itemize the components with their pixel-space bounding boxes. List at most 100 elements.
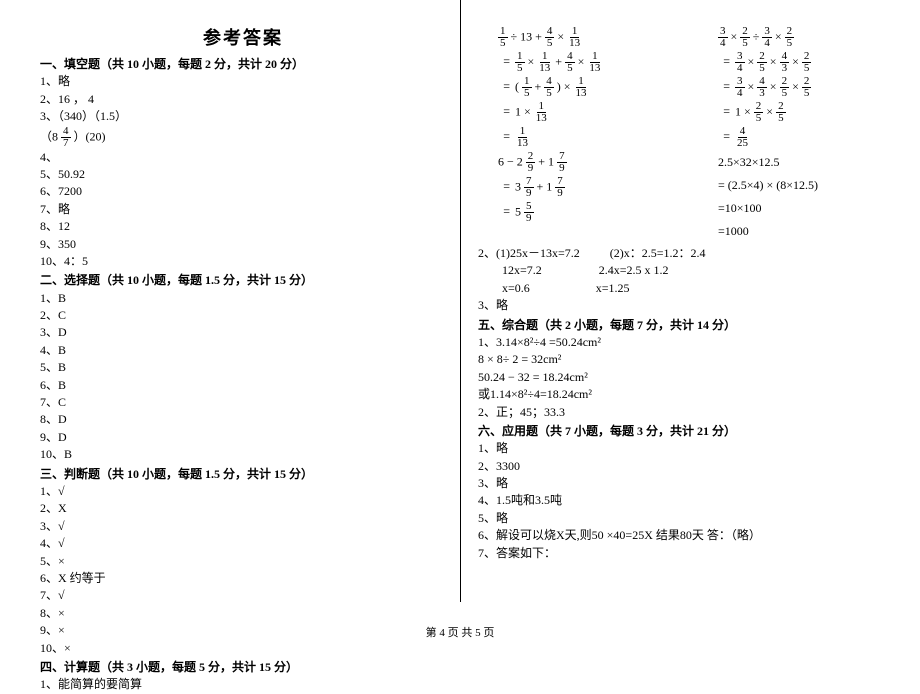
s3-a3: 3、√	[40, 518, 446, 535]
mL1: = 15 × 113 + 45 × 113	[498, 51, 718, 74]
section-2-head: 二、选择题（共 10 小题，每题 1.5 分，共计 15 分）	[40, 272, 446, 289]
fraction-icon: 25	[757, 51, 767, 74]
mRg1: = (2.5×4) × (8×12.5)	[718, 178, 818, 193]
mL4: = 113	[498, 126, 718, 149]
s2-a2: 2、C	[40, 307, 446, 324]
s6-a4: 4、1.5吨和3.5吨	[478, 492, 880, 509]
fraction-icon: 113	[567, 26, 582, 49]
mR3: = 1 × 25 × 25	[718, 101, 818, 124]
fraction-icon: 43	[757, 76, 767, 99]
s1-a6: 6、7200	[40, 183, 446, 200]
math-col-left: 15 ÷ 13 + 45 × 113 = 15 × 113 + 45 ×	[478, 24, 718, 226]
s5-l2: 8 × 8÷ 2 = 32cm²	[478, 351, 880, 368]
fraction-icon: 34	[735, 51, 745, 74]
fraction-icon: 34	[718, 26, 728, 49]
s3-a7: 7、√	[40, 587, 446, 604]
s2-a5: 5、B	[40, 359, 446, 376]
s4b-l2: 12x=7.2 2.4x=2.5 x 1.2	[478, 262, 880, 279]
fraction-icon: 29	[526, 151, 536, 174]
s1-a4pre: 4、	[40, 149, 446, 166]
fraction-icon: 25	[802, 51, 812, 74]
page: 参考答案 一、填空题（共 10 小题，每题 2 分，共计 20 分） 1、略 2…	[0, 0, 920, 650]
left-column: 参考答案 一、填空题（共 10 小题，每题 2 分，共计 20 分） 1、略 2…	[40, 24, 460, 694]
section-1-head: 一、填空题（共 10 小题，每题 2 分，共计 20 分）	[40, 56, 446, 73]
s1-a2: 2、16 ， 4	[40, 91, 446, 108]
math-col-right: 34 × 25 ÷ 34 × 25 = 34 × 25 ×	[718, 24, 818, 241]
s2-a7: 7、C	[40, 394, 446, 411]
right-column: 15 ÷ 13 + 45 × 113 = 15 × 113 + 45 ×	[460, 24, 880, 694]
s4b-l1: 2、(1)25x－13x=7.2 (2)x：2.5=1.2：2.4	[478, 245, 880, 262]
s3-a4: 4、√	[40, 535, 446, 552]
s1-a4-open: （8	[40, 129, 58, 143]
columns: 参考答案 一、填空题（共 10 小题，每题 2 分，共计 20 分） 1、略 2…	[40, 24, 880, 694]
section-6-head: 六、应用题（共 7 小题，每题 3 分，共计 21 分）	[478, 423, 880, 440]
fraction-icon: 79	[524, 176, 534, 199]
fraction-icon: 425	[735, 126, 750, 149]
mR1: = 34 × 25 × 43 × 25	[718, 51, 818, 74]
s3-a10: 10、×	[40, 640, 446, 657]
fraction-icon: 45	[545, 26, 555, 49]
mLg1: = 3 79 + 1 79	[498, 176, 718, 199]
fraction-icon: 15	[498, 26, 508, 49]
s1-a4-close: ）(20)	[74, 129, 106, 143]
fraction-icon: 79	[555, 176, 565, 199]
mLg2: = 5 59	[498, 201, 718, 224]
mRg3: =1000	[718, 224, 818, 239]
s5-l5: 2、正；45；33.3	[478, 404, 880, 421]
s1-a7: 7、略	[40, 201, 446, 218]
mL3: = 1 × 113	[498, 101, 718, 124]
s1-a1: 1、略	[40, 73, 446, 90]
fraction-icon: 45	[565, 51, 575, 74]
fraction-icon: 25	[802, 76, 812, 99]
s2-a1: 1、B	[40, 290, 446, 307]
section-5-head: 五、综合题（共 2 小题，每题 7 分，共计 14 分）	[478, 317, 880, 334]
s3-a5: 5、×	[40, 553, 446, 570]
s5-l1: 1、3.14×8²÷4 =50.24cm²	[478, 334, 880, 351]
fraction-icon: 34	[762, 26, 772, 49]
fraction-icon: 45	[544, 76, 554, 99]
s6-a6: 6、解设可以烧X天,则50 ×40=25X 结果80天 答：（略）	[478, 527, 880, 544]
page-footer: 第 4 页 共 5 页	[0, 624, 920, 640]
fraction-icon: 15	[522, 76, 532, 99]
s3-a8: 8、×	[40, 605, 446, 622]
s2-a9: 9、D	[40, 429, 446, 446]
fraction-icon: 25	[785, 26, 795, 49]
s6-a2: 2、3300	[478, 458, 880, 475]
fraction-icon: 25	[754, 101, 764, 124]
s6-a3: 3、略	[478, 475, 880, 492]
s5-l4: 或1.14×8²÷4=18.24cm²	[478, 386, 880, 403]
s3-a6: 6、X 约等于	[40, 570, 446, 587]
s4b-l4: 3、略	[478, 297, 880, 314]
mR0: 34 × 25 ÷ 34 × 25	[718, 26, 818, 49]
mLg0: 6 − 2 29 + 1 79	[498, 151, 718, 174]
calc-block: 15 ÷ 13 + 45 × 113 = 15 × 113 + 45 ×	[478, 24, 880, 241]
s2-a3: 3、D	[40, 324, 446, 341]
mL2: = ( 15 + 45 ) × 113	[498, 76, 718, 99]
mL0: 15 ÷ 13 + 45 × 113	[498, 26, 718, 49]
s5-l3: 50.24 − 32 = 18.24cm²	[478, 369, 880, 386]
s1-a9: 9、350	[40, 236, 446, 253]
fraction-icon: 59	[524, 201, 534, 224]
fraction-icon: 15	[515, 51, 525, 74]
mR4: = 425	[718, 126, 818, 149]
mRg2: =10×100	[718, 201, 818, 216]
s3-a2: 2、X	[40, 500, 446, 517]
mRg0: 2.5×32×12.5	[718, 155, 818, 170]
fraction-icon: 113	[587, 51, 602, 74]
s1-a4: （8 47 ）(20)	[40, 126, 446, 149]
fraction-icon: 113	[574, 76, 589, 99]
s1-a5: 5、50.92	[40, 166, 446, 183]
s2-a6: 6、B	[40, 377, 446, 394]
s4b-l3: x=0.6 x=1.25	[478, 280, 880, 297]
page-title: 参考答案	[40, 24, 446, 50]
fraction-icon: 25	[776, 101, 786, 124]
fraction-icon: 25	[780, 76, 790, 99]
fraction-icon: 34	[735, 76, 745, 99]
fraction-icon: 113	[534, 101, 549, 124]
fraction-icon: 43	[780, 51, 790, 74]
s6-a1: 1、略	[478, 440, 880, 457]
s2-a4: 4、B	[40, 342, 446, 359]
s6-a7: 7、答案如下：	[478, 545, 880, 562]
s2-a10: 10、B	[40, 446, 446, 463]
s6-a5: 5、略	[478, 510, 880, 527]
